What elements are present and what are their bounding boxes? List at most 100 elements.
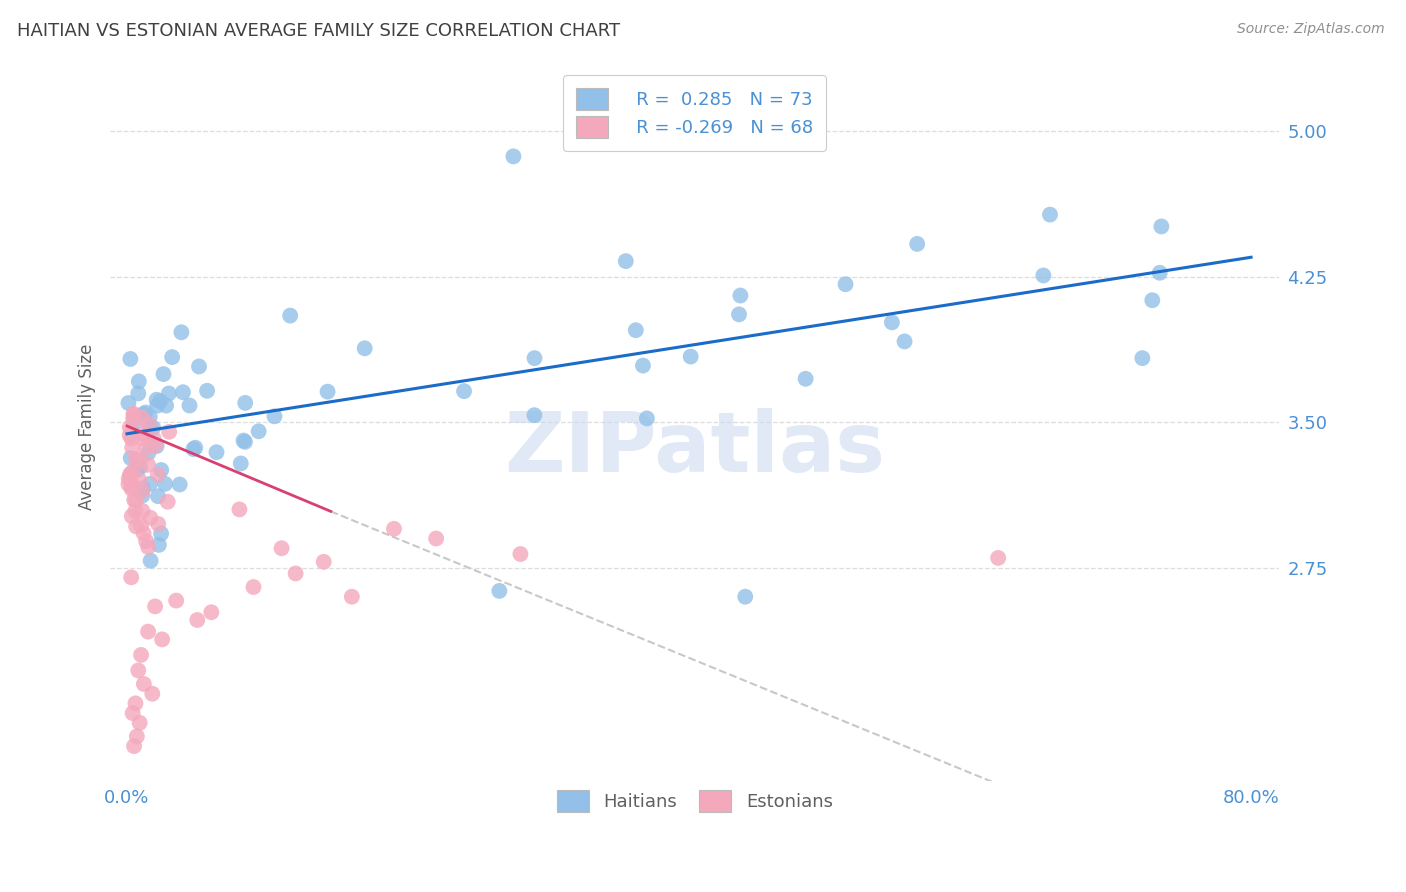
Haitians — [138, 446, 160, 460]
Estonians — [121, 441, 143, 455]
Haitians — [834, 277, 856, 292]
Estonians — [312, 555, 335, 569]
Haitians — [205, 445, 228, 459]
Haitians — [145, 392, 167, 407]
Haitians — [523, 351, 546, 366]
Estonians — [125, 519, 148, 533]
Haitians — [734, 590, 756, 604]
Haitians — [170, 326, 193, 340]
Estonians — [186, 613, 208, 627]
Haitians — [169, 477, 191, 491]
Estonians — [150, 632, 173, 647]
Haitians — [127, 386, 149, 401]
Estonians — [122, 408, 145, 422]
Haitians — [120, 351, 142, 366]
Estonians — [136, 458, 159, 472]
Haitians — [184, 441, 207, 455]
Haitians — [1150, 219, 1173, 234]
Estonians — [146, 516, 169, 531]
Text: HAITIAN VS ESTONIAN AVERAGE FAMILY SIZE CORRELATION CHART: HAITIAN VS ESTONIAN AVERAGE FAMILY SIZE … — [17, 22, 620, 40]
Haitians — [488, 583, 510, 598]
Estonians — [340, 590, 363, 604]
Estonians — [131, 483, 153, 498]
Estonians — [118, 420, 141, 434]
Haitians — [157, 386, 180, 401]
Haitians — [183, 442, 205, 456]
Estonians — [128, 715, 150, 730]
Haitians — [128, 460, 150, 475]
Haitians — [278, 309, 301, 323]
Estonians — [125, 730, 148, 744]
Estonians — [425, 532, 447, 546]
Estonians — [132, 677, 155, 691]
Haitians — [893, 334, 915, 349]
Haitians — [132, 407, 155, 421]
Haitians — [132, 482, 155, 496]
Estonians — [121, 480, 143, 494]
Haitians — [150, 526, 173, 541]
Haitians — [523, 408, 546, 422]
Estonians — [132, 526, 155, 541]
Haitians — [1039, 208, 1062, 222]
Estonians — [121, 432, 143, 446]
Text: ZIPatlas: ZIPatlas — [505, 408, 886, 489]
Estonians — [121, 482, 143, 496]
Haitians — [631, 359, 654, 373]
Estonians — [138, 417, 160, 431]
Estonians — [200, 605, 222, 619]
Haitians — [131, 488, 153, 502]
Text: Source: ZipAtlas.com: Source: ZipAtlas.com — [1237, 22, 1385, 37]
Estonians — [121, 509, 143, 524]
Haitians — [263, 409, 285, 424]
Haitians — [139, 476, 162, 491]
Haitians — [135, 405, 157, 419]
Estonians — [146, 467, 169, 482]
Estonians — [125, 452, 148, 467]
Estonians — [157, 425, 180, 439]
Estonians — [118, 428, 141, 442]
Haitians — [153, 476, 176, 491]
Haitians — [624, 323, 647, 337]
Haitians — [1142, 293, 1164, 308]
Estonians — [131, 410, 153, 425]
Estonians — [135, 534, 157, 549]
Haitians — [232, 434, 254, 448]
Haitians — [120, 450, 142, 465]
Estonians — [228, 502, 250, 516]
Haitians — [233, 396, 256, 410]
Haitians — [150, 463, 173, 477]
Haitians — [233, 434, 256, 449]
Haitians — [1130, 351, 1153, 365]
Estonians — [156, 494, 179, 508]
Haitians — [179, 399, 201, 413]
Haitians — [172, 385, 194, 400]
Estonians — [120, 570, 142, 584]
Haitians — [152, 367, 174, 381]
Haitians — [229, 457, 252, 471]
Estonians — [135, 442, 157, 456]
Haitians — [1032, 268, 1054, 283]
Haitians — [794, 372, 817, 386]
Haitians — [145, 439, 167, 453]
Estonians — [122, 412, 145, 426]
Estonians — [270, 541, 292, 556]
Estonians — [987, 550, 1010, 565]
Estonians — [242, 580, 264, 594]
Estonians — [122, 464, 145, 478]
Estonians — [120, 467, 142, 482]
Haitians — [160, 350, 183, 364]
Estonians — [121, 706, 143, 720]
Estonians — [120, 467, 142, 481]
Estonians — [124, 504, 146, 518]
Estonians — [129, 648, 152, 662]
Estonians — [139, 510, 162, 524]
Estonians — [143, 438, 166, 452]
Haitians — [905, 236, 928, 251]
Estonians — [122, 407, 145, 421]
Estonians — [132, 432, 155, 446]
Estonians — [122, 492, 145, 507]
Haitians — [122, 416, 145, 430]
Haitians — [149, 394, 172, 409]
Haitians — [188, 359, 211, 374]
Estonians — [118, 472, 141, 486]
